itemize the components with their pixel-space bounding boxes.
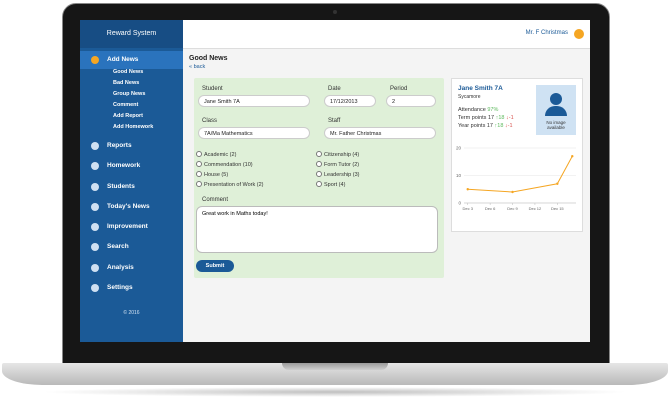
submenu-item[interactable]: Add Homework (113, 124, 154, 130)
submenu-item[interactable]: Comment (113, 102, 139, 108)
radio-option[interactable]: Sport (4) (316, 181, 345, 188)
footer: © 2016 (123, 310, 140, 316)
data-point (556, 182, 559, 185)
points-chart: 0 10 20 Dec 3 Dec 6 Dec 9 Dec 12 Dec 15 (456, 146, 576, 211)
field-label: Period (390, 86, 408, 92)
submenu-item[interactable]: Add Report (113, 113, 143, 119)
radio-option[interactable]: House (5) (196, 171, 228, 178)
profile-house: Sycamore (458, 94, 481, 100)
menu-item[interactable]: Reports (80, 137, 183, 155)
y-tick-label: 0 (458, 201, 461, 206)
x-tick-label: Dec 9 (507, 206, 518, 211)
date-input[interactable]: 17/12/2013 (324, 95, 376, 107)
menu-label: Settings (107, 284, 133, 291)
y-tick-label: 20 (456, 146, 462, 151)
menu-item[interactable]: Settings (80, 279, 183, 297)
value: 18 (497, 123, 504, 129)
radio-option[interactable]: Academic (2) (196, 151, 236, 158)
x-tick-label: Dec 6 (485, 206, 496, 211)
camera (333, 10, 337, 14)
user-name[interactable]: Mr. F Christmas (525, 30, 568, 36)
no-image-text: No image available (546, 120, 566, 130)
submenu-item[interactable]: Group News (113, 91, 146, 97)
menu-label: Reports (107, 142, 132, 149)
menu-item[interactable]: Homework (80, 157, 183, 175)
menu-label: Students (107, 183, 135, 190)
menu-label: Homework (107, 162, 141, 169)
period-select[interactable]: 2 (386, 95, 436, 107)
x-tick-label: Dec 12 (529, 206, 542, 211)
attendance: Attendance 97% (458, 107, 498, 113)
radio-option[interactable]: Commendation (10) (196, 161, 253, 168)
form-panel: Student Jane Smith 7A Date 17/12/2013 Pe… (194, 78, 444, 278)
sidebar: Reward System Add News Good News Bad New… (80, 20, 183, 342)
menu-item[interactable]: Today's News (80, 198, 183, 216)
radio-option[interactable]: Form Tutor (2) (316, 161, 359, 168)
radio-option[interactable]: Citizenship (4) (316, 151, 359, 158)
field-label: Student (202, 86, 223, 92)
top-bar: Mr. F Christmas (183, 20, 590, 49)
data-point (511, 190, 514, 194)
menu-label: Today's News (107, 203, 150, 210)
year-points: Year points 17 ↑18 ↓-1 (458, 123, 513, 129)
value: 18 (498, 115, 505, 121)
submenu-item[interactable]: Bad News (113, 80, 140, 86)
field-label: Class (202, 118, 218, 124)
value: 17 (487, 115, 495, 121)
data-point (571, 155, 574, 158)
menu-label: Search (107, 243, 129, 250)
value: 17 (486, 123, 493, 129)
profile-name: Jane Smith 7A (458, 85, 503, 92)
x-tick-label: Dec 3 (463, 206, 474, 211)
submit-button[interactable]: Submit (196, 260, 234, 272)
app-title: Reward System (80, 20, 183, 48)
data-point (466, 188, 469, 191)
menu-label: Analysis (107, 264, 134, 271)
value: -1 (508, 115, 514, 121)
field-label: Date (328, 86, 341, 92)
value: -1 (507, 123, 513, 129)
screen: Reward System Add News Good News Bad New… (80, 20, 590, 342)
comment-label: Comment (202, 197, 229, 203)
class-select[interactable]: 7A/Ma Mathematics (198, 127, 310, 139)
comment-box[interactable]: Great work in Maths today! (196, 206, 438, 253)
y-tick-label: 10 (456, 173, 462, 178)
page-title: Good News (189, 55, 228, 62)
menu-item[interactable]: Improvement (80, 218, 183, 236)
x-tick-label: Dec 15 (551, 206, 564, 211)
menu-item[interactable]: Students (80, 178, 183, 196)
label: Term points (458, 115, 487, 121)
submenu-item[interactable]: Good News (113, 69, 144, 75)
staff-select[interactable]: Mr. Father Christmas (324, 127, 436, 139)
radio-option[interactable]: Leadership (3) (316, 171, 359, 178)
field-label: Staff (328, 118, 341, 124)
profile-card: Jane Smith 7A Sycamore Attendance 97% Te… (451, 78, 583, 232)
term-points: Term points 17 ↑18 ↓-1 (458, 115, 514, 121)
label: Attendance (458, 107, 486, 113)
menu-label: Improvement (107, 223, 148, 230)
radio-option[interactable]: Presentation of Work (2) (196, 181, 264, 188)
photo-placeholder: No image available (536, 85, 576, 135)
data-line (467, 156, 573, 193)
menu-item[interactable]: Search (80, 238, 183, 256)
menu-label: Add News (107, 56, 139, 63)
menu-item[interactable]: Add News (80, 51, 183, 69)
value: 97% (487, 107, 499, 113)
laptop-notch (282, 363, 388, 370)
back-link[interactable]: « back (189, 64, 206, 70)
label: Year points (458, 123, 486, 129)
user-avatar[interactable] (574, 29, 584, 39)
shadow (40, 387, 630, 397)
student-select[interactable]: Jane Smith 7A (198, 95, 310, 107)
laptop-base (2, 363, 668, 385)
menu-item[interactable]: Analysis (80, 259, 183, 277)
